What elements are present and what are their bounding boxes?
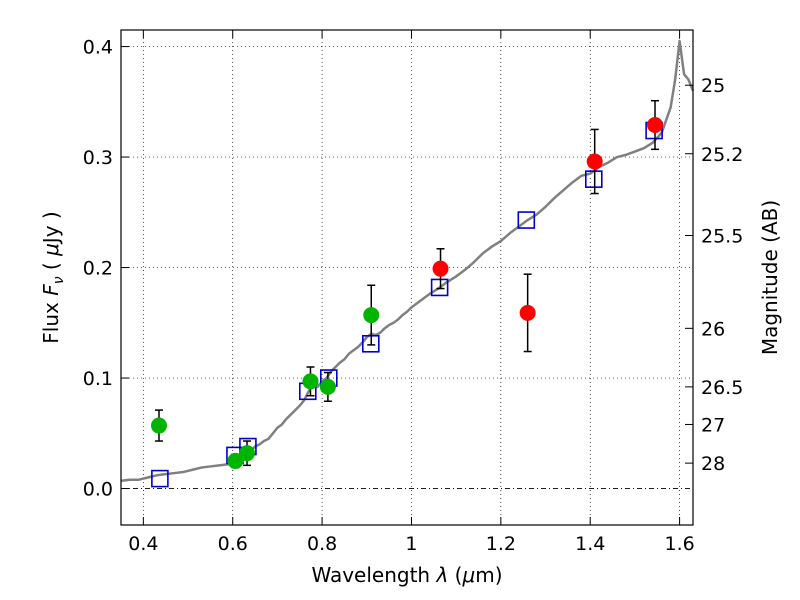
plot-frame — [120, 29, 694, 526]
model-square-marker — [584, 170, 603, 188]
observed-point — [363, 307, 380, 324]
observed-point — [647, 117, 664, 134]
observed-point — [227, 452, 244, 469]
grid-lines — [121, 30, 693, 525]
magnitude-tick-label: 27 — [701, 414, 725, 436]
x-tick-label: 0.8 — [307, 533, 337, 555]
observed-point — [150, 417, 167, 434]
model-square-marker — [517, 211, 536, 229]
ticks: 0.4 0.6 0.8 1 1.2 1.4 1.6 0.0 0.1 0.2 0.3 0.4 25 25.2… — [83, 30, 743, 555]
observed-point — [586, 153, 603, 170]
model-square-marker — [151, 469, 169, 488]
x-tick-label: 0.6 — [218, 533, 248, 555]
x-tick-label: 1.6 — [664, 533, 694, 555]
y-tick-label: 0.3 — [83, 147, 113, 169]
x-tick-label: 1.4 — [575, 533, 605, 555]
x-tick-label: 1 — [405, 533, 417, 555]
x-tick-label: 1.2 — [486, 533, 516, 555]
observed-point — [302, 373, 319, 390]
data-layer — [120, 39, 695, 488]
observed-point — [319, 378, 336, 395]
model-square-marker — [430, 278, 449, 297]
y-tick-label: 0.1 — [83, 368, 113, 390]
magnitude-tick-label: 25 — [701, 75, 725, 97]
magnitude-tick-label: 26.5 — [701, 377, 743, 399]
right-axis-label: Magnitude (AB) — [758, 200, 782, 355]
magnitude-tick-label: 25.2 — [701, 144, 743, 166]
magnitude-tick-label: 25.5 — [701, 226, 743, 248]
x-tick-label: 0.4 — [128, 533, 158, 555]
y-tick-label: 0.4 — [83, 37, 113, 59]
observed-point — [432, 260, 449, 277]
magnitude-tick-label: 28 — [701, 453, 725, 475]
model-spectrum-line — [120, 39, 695, 483]
magnitude-tick-label: 26 — [701, 318, 725, 340]
observed-point — [519, 304, 536, 321]
observed-point — [239, 445, 256, 462]
y-tick-label: 0.2 — [83, 258, 113, 280]
x-axis-label: Wavelength λ (μm) — [311, 563, 502, 587]
y-tick-label: 0.0 — [83, 479, 113, 501]
y-axis-label: Flux Fν ( μJy ) — [39, 211, 67, 343]
